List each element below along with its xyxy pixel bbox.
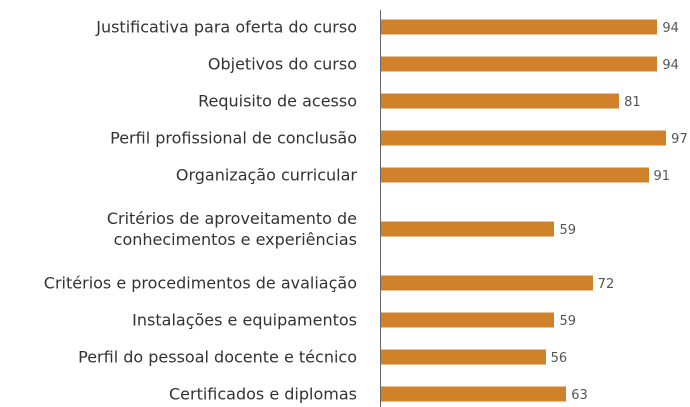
bar — [381, 312, 555, 328]
bar — [381, 93, 620, 109]
bar — [381, 56, 658, 72]
category-label: Organização curricular — [175, 165, 357, 185]
bar — [381, 130, 667, 146]
category-label: Instalações e equipamentos — [132, 310, 357, 330]
value-label: 63 — [571, 388, 588, 404]
value-label: 59 — [559, 222, 576, 238]
bar — [381, 275, 593, 291]
category-label: Perfil do pessoal docente e técnico — [78, 347, 357, 367]
category-label: Objetivos do curso — [207, 54, 357, 74]
value-label: 59 — [559, 314, 576, 330]
value-label: 81 — [624, 94, 641, 110]
category-label: Requisito de acesso — [198, 91, 357, 111]
bar — [381, 19, 658, 35]
value-label: 94 — [662, 20, 679, 36]
value-label: 56 — [550, 351, 568, 367]
category-label: Perfil profissional de conclusão — [110, 128, 357, 148]
category-label: Certificados e diplomas — [168, 384, 357, 404]
bar — [381, 221, 555, 237]
bar — [381, 386, 567, 402]
value-label: 97 — [671, 131, 688, 147]
axis-line — [380, 10, 381, 407]
category-label: Critérios e procedimentos de avaliação — [43, 273, 357, 293]
category-label: Justificativa para oferta do curso — [96, 17, 357, 37]
bar — [381, 167, 649, 183]
category-label: Critérios de aproveitamento de conhecime… — [106, 208, 357, 249]
bar — [381, 349, 546, 365]
value-label: 91 — [653, 168, 671, 184]
value-label: 94 — [662, 57, 679, 73]
value-label: 72 — [597, 277, 615, 293]
